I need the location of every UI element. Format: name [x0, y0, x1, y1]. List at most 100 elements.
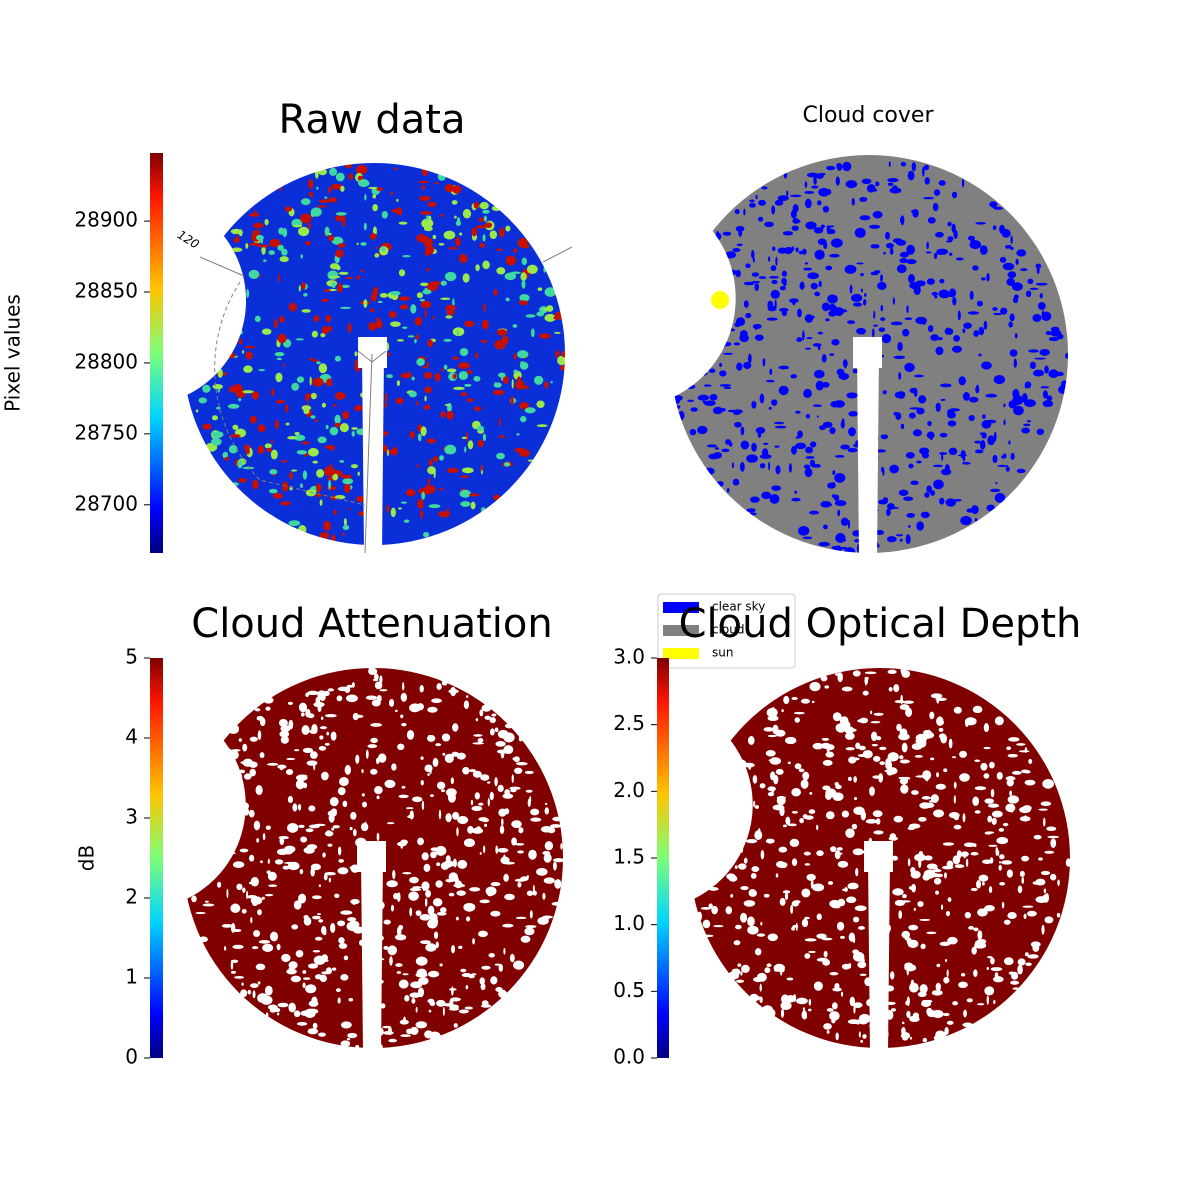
image-speckle — [343, 955, 349, 961]
image-speckle — [337, 283, 343, 293]
colorbar-tick-label: 2.0 — [613, 778, 645, 802]
image-speckle — [893, 355, 906, 359]
image-speckle — [957, 454, 968, 457]
image-speckle — [935, 1030, 946, 1039]
image-speckle — [405, 807, 414, 810]
image-speckle — [536, 424, 548, 428]
image-speckle — [702, 400, 706, 404]
image-speckle — [337, 787, 346, 796]
image-speckle — [210, 258, 213, 267]
image-speckle — [241, 908, 247, 914]
image-speckle — [823, 241, 828, 250]
image-speckle — [1028, 349, 1039, 353]
image-speckle — [739, 333, 749, 343]
image-speckle — [960, 515, 972, 526]
image-speckle — [816, 933, 827, 939]
image-speckle — [982, 881, 985, 886]
image-speckle — [484, 715, 491, 720]
image-speckle — [446, 508, 450, 511]
image-speckle — [907, 525, 911, 528]
image-speckle — [307, 1028, 319, 1035]
image-speckle — [222, 451, 229, 459]
image-speckle — [498, 435, 505, 439]
image-speckle — [225, 851, 236, 855]
image-speckle — [891, 855, 899, 861]
image-speckle — [543, 877, 555, 884]
image-speckle — [700, 780, 713, 785]
image-speckle — [872, 328, 875, 338]
image-speckle — [919, 984, 928, 994]
image-speckle — [379, 293, 388, 298]
image-speckle — [894, 899, 906, 906]
image-speckle — [335, 215, 346, 222]
image-speckle — [908, 886, 915, 890]
image-speckle — [365, 338, 373, 348]
image-speckle — [982, 414, 986, 419]
image-speckle — [234, 975, 245, 979]
image-speckle — [534, 375, 544, 385]
image-speckle — [481, 704, 492, 712]
image-speckle — [466, 369, 473, 375]
image-speckle — [974, 440, 981, 444]
image-speckle — [252, 230, 261, 234]
image-speckle — [397, 743, 405, 750]
image-speckle — [747, 353, 752, 364]
image-speckle — [724, 859, 730, 864]
image-speckle — [898, 372, 902, 380]
image-speckle — [311, 723, 318, 734]
image-speckle — [221, 281, 233, 287]
image-speckle — [791, 811, 799, 814]
image-speckle — [829, 1011, 840, 1021]
image-speckle — [329, 426, 339, 436]
image-speckle — [462, 273, 470, 283]
image-speckle — [958, 981, 968, 989]
image-speckle — [415, 1006, 418, 1013]
image-speckle — [953, 498, 962, 502]
image-speckle — [866, 998, 876, 1007]
grid-line — [542, 246, 573, 263]
image-speckle — [334, 392, 346, 400]
image-speckle — [400, 844, 403, 849]
image-speckle — [466, 431, 469, 442]
image-speckle — [314, 936, 323, 941]
image-speckle — [269, 931, 279, 942]
image-speckle — [901, 328, 910, 337]
image-speckle — [224, 457, 229, 461]
image-speckle — [421, 881, 430, 891]
image-speckle — [331, 281, 336, 289]
image-speckle — [918, 858, 922, 869]
image-speckle — [743, 300, 749, 308]
image-speckle — [871, 509, 879, 512]
image-speckle — [434, 182, 439, 185]
image-speckle — [532, 890, 537, 896]
image-speckle — [898, 489, 909, 496]
image-speckle — [929, 711, 935, 720]
image-speckle — [954, 864, 965, 869]
image-speckle — [865, 819, 878, 824]
image-speckle — [254, 315, 261, 323]
image-speckle — [804, 863, 811, 866]
image-speckle — [294, 434, 306, 441]
image-speckle — [456, 217, 461, 224]
image-speckle — [1040, 870, 1051, 876]
image-speckle — [276, 357, 282, 361]
image-speckle — [247, 989, 252, 995]
image-speckle — [367, 506, 372, 511]
image-speckle — [858, 1031, 861, 1038]
image-speckle — [260, 860, 263, 864]
image-speckle — [445, 315, 453, 319]
image-speckle — [248, 269, 260, 279]
image-speckle — [451, 200, 458, 205]
image-speckle — [448, 246, 458, 250]
image-speckle — [254, 708, 261, 712]
image-speckle — [544, 313, 556, 322]
image-speckle — [196, 819, 204, 828]
image-speckle — [203, 345, 213, 349]
image-speckle — [898, 776, 911, 780]
image-speckle — [370, 869, 373, 876]
image-speckle — [461, 467, 474, 474]
image-speckle — [959, 773, 970, 782]
image-speckle — [263, 259, 267, 262]
image-speckle — [1057, 879, 1060, 886]
image-speckle — [288, 1002, 296, 1013]
